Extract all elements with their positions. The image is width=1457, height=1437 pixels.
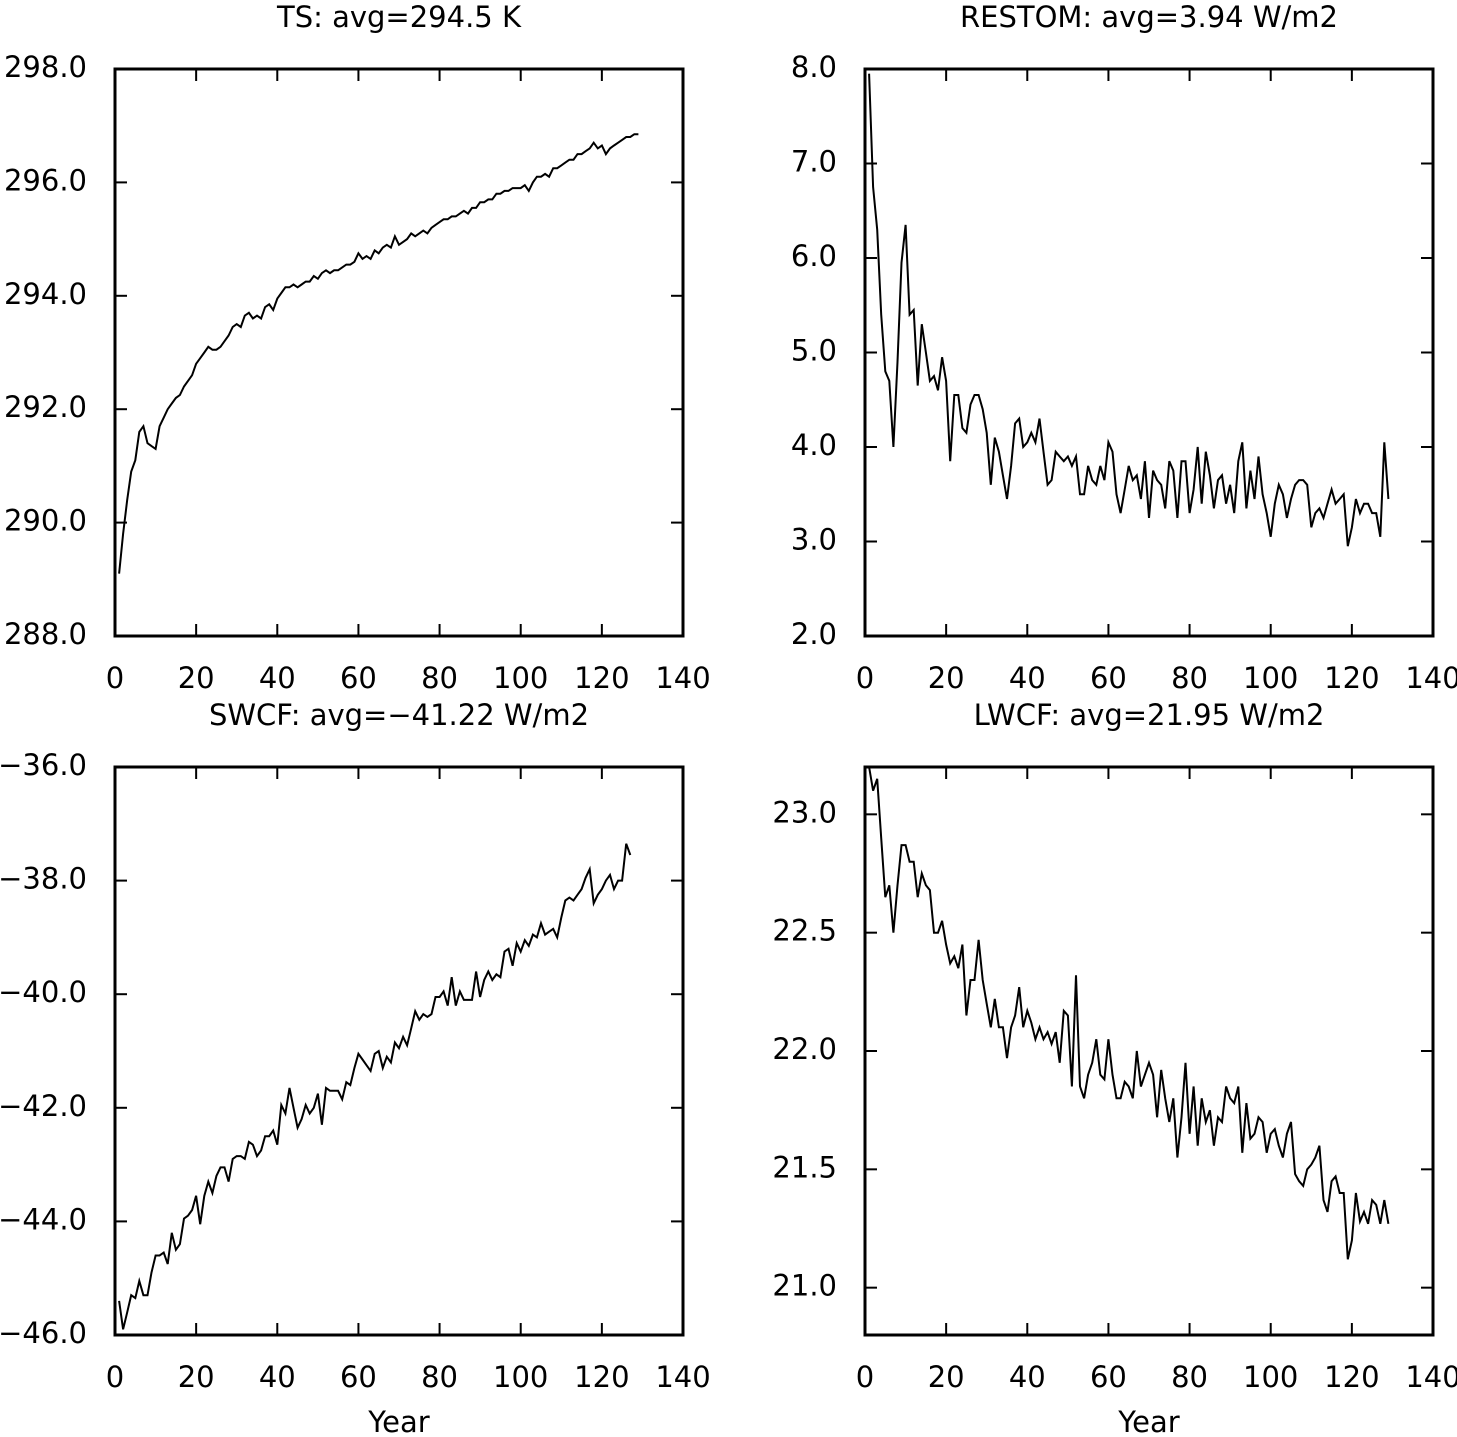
x-tick-label: 20 bbox=[178, 1360, 215, 1394]
x-tick-label: 40 bbox=[259, 661, 296, 695]
x-axis-label: Year bbox=[367, 1405, 429, 1437]
x-tick-label: 60 bbox=[1090, 1360, 1127, 1394]
x-tick-label: 60 bbox=[340, 1360, 377, 1394]
x-tick-label: 100 bbox=[493, 1360, 548, 1394]
y-tick-label: 3.0 bbox=[791, 523, 837, 557]
x-tick-label: 40 bbox=[1009, 661, 1046, 695]
plot-frame bbox=[863, 765, 1435, 1337]
x-tick-label: 120 bbox=[574, 1360, 629, 1394]
data-line bbox=[118, 133, 639, 574]
data-line bbox=[868, 73, 1390, 547]
y-tick-label: 22.5 bbox=[772, 914, 837, 948]
y-tick-label: 5.0 bbox=[791, 334, 837, 368]
plot-frame bbox=[113, 67, 685, 638]
x-tick-label: 20 bbox=[928, 661, 965, 695]
y-tick-label: 288.0 bbox=[4, 617, 87, 651]
x-tick-label: 120 bbox=[1324, 661, 1379, 695]
y-tick-label: 2.0 bbox=[791, 617, 837, 651]
x-tick-label: 0 bbox=[856, 1360, 874, 1394]
data-line bbox=[118, 843, 632, 1330]
x-tick-label: 100 bbox=[1243, 661, 1298, 695]
y-tick-label: 21.5 bbox=[772, 1150, 837, 1184]
x-tick-label: 60 bbox=[1090, 661, 1127, 695]
x-tick-label: 100 bbox=[493, 661, 548, 695]
y-tick-label: −36.0 bbox=[0, 748, 87, 782]
y-tick-label: −44.0 bbox=[0, 1202, 87, 1236]
x-tick-label: 120 bbox=[574, 661, 629, 695]
y-tick-label: 21.0 bbox=[772, 1269, 837, 1303]
x-tick-label: 80 bbox=[421, 661, 458, 695]
y-tick-label: 23.0 bbox=[772, 795, 837, 829]
y-tick-label: −46.0 bbox=[0, 1316, 87, 1350]
y-tick-label: 292.0 bbox=[4, 390, 87, 424]
y-tick-label: 296.0 bbox=[4, 163, 87, 197]
y-tick-label: −40.0 bbox=[0, 975, 87, 1009]
plot-frame bbox=[863, 67, 1435, 638]
x-tick-label: 80 bbox=[1171, 1360, 1208, 1394]
chart-title: TS: avg=294.5 K bbox=[276, 0, 522, 34]
x-tick-label: 100 bbox=[1243, 1360, 1298, 1394]
plot-frame bbox=[113, 765, 685, 1337]
y-tick-label: 6.0 bbox=[791, 239, 837, 273]
x-tick-label: 0 bbox=[106, 1360, 124, 1394]
y-tick-label: 294.0 bbox=[4, 277, 87, 311]
chart-title: LWCF: avg=21.95 W/m2 bbox=[974, 698, 1325, 732]
x-tick-label: 140 bbox=[1405, 1360, 1457, 1394]
chart-title: SWCF: avg=−41.22 W/m2 bbox=[209, 698, 589, 732]
y-tick-label: −42.0 bbox=[0, 1089, 87, 1123]
x-tick-label: 20 bbox=[178, 661, 215, 695]
x-tick-label: 80 bbox=[1171, 661, 1208, 695]
x-tick-label: 20 bbox=[928, 1360, 965, 1394]
y-tick-label: 8.0 bbox=[791, 50, 837, 84]
x-tick-label: 60 bbox=[340, 661, 377, 695]
chart-title: RESTOM: avg=3.94 W/m2 bbox=[960, 0, 1338, 34]
y-tick-label: −38.0 bbox=[0, 862, 87, 896]
x-axis-label: Year bbox=[1117, 1405, 1179, 1437]
x-tick-label: 140 bbox=[1405, 661, 1457, 695]
x-tick-label: 0 bbox=[856, 661, 874, 695]
y-tick-label: 22.0 bbox=[772, 1032, 837, 1066]
x-tick-label: 140 bbox=[655, 661, 710, 695]
x-tick-label: 0 bbox=[106, 661, 124, 695]
y-tick-label: 290.0 bbox=[4, 504, 87, 538]
y-tick-label: 7.0 bbox=[791, 145, 837, 179]
y-tick-label: 4.0 bbox=[791, 428, 837, 462]
x-tick-label: 120 bbox=[1324, 1360, 1379, 1394]
x-tick-label: 80 bbox=[421, 1360, 458, 1394]
x-tick-label: 40 bbox=[259, 1360, 296, 1394]
x-tick-label: 40 bbox=[1009, 1360, 1046, 1394]
x-tick-label: 140 bbox=[655, 1360, 710, 1394]
y-tick-label: 298.0 bbox=[4, 50, 87, 84]
data-line bbox=[868, 766, 1390, 1260]
